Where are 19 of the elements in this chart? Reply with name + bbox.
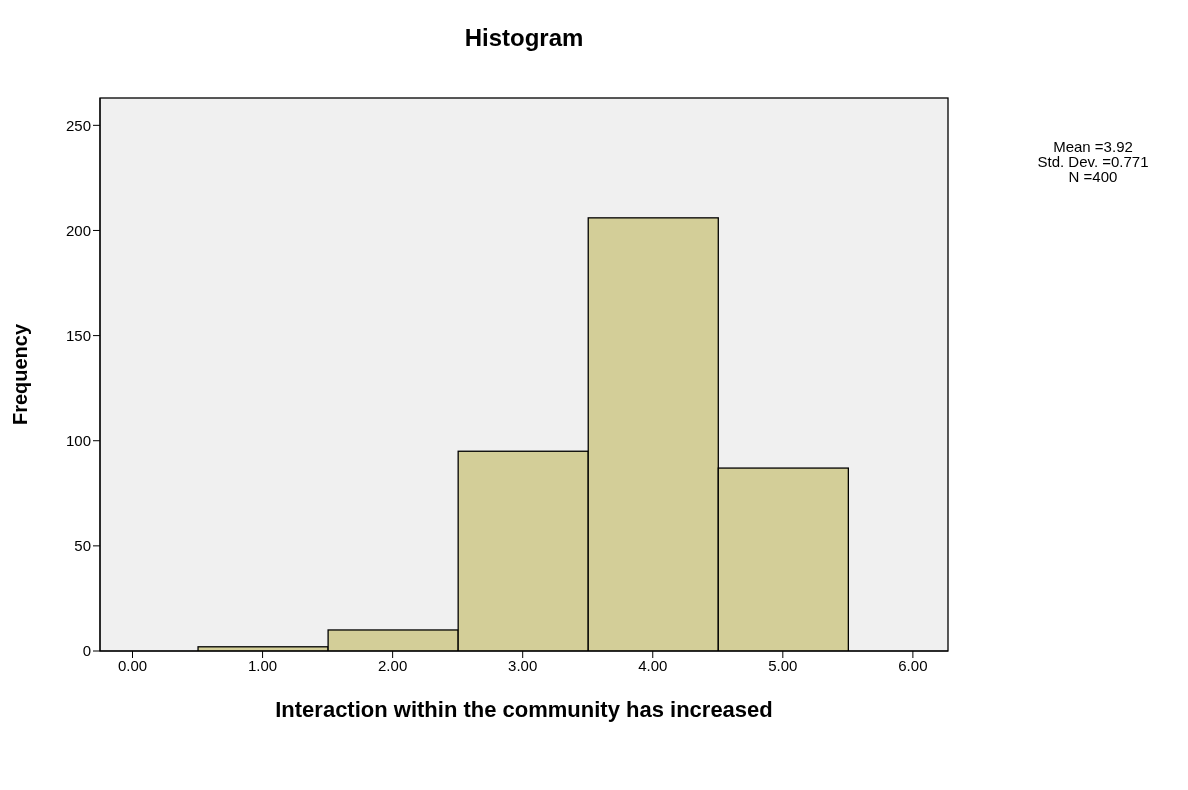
- x-tick-label: 0.00: [117, 656, 148, 674]
- text: Mean =3.92: [1053, 138, 1133, 155]
- x-tick-label: 1.00: [247, 656, 278, 674]
- y-tick-label: 100: [65, 432, 91, 450]
- y-tick-label: 250: [65, 116, 91, 134]
- x-tick-label: 2.00: [378, 656, 408, 674]
- x-tick-label: 5.00: [768, 656, 798, 674]
- x-axis-title: Interaction within the community has increased: [275, 697, 773, 722]
- x-tick-label: 4.00: [638, 656, 668, 674]
- x-tick-label: 3.00: [508, 656, 538, 674]
- text: N =400: [1068, 168, 1118, 185]
- y-tick-label: 200: [65, 221, 91, 239]
- y-tick-label: 150: [65, 326, 91, 344]
- x-tick-label: 6.00: [898, 656, 928, 674]
- y-tick-label: 50: [74, 537, 91, 555]
- text: Std. Dev. =0.771: [1037, 153, 1149, 170]
- y-axis-title: Frequency: [9, 323, 32, 426]
- y-tick-label: 0: [82, 642, 91, 660]
- chart-title: Histogram: [464, 24, 584, 51]
